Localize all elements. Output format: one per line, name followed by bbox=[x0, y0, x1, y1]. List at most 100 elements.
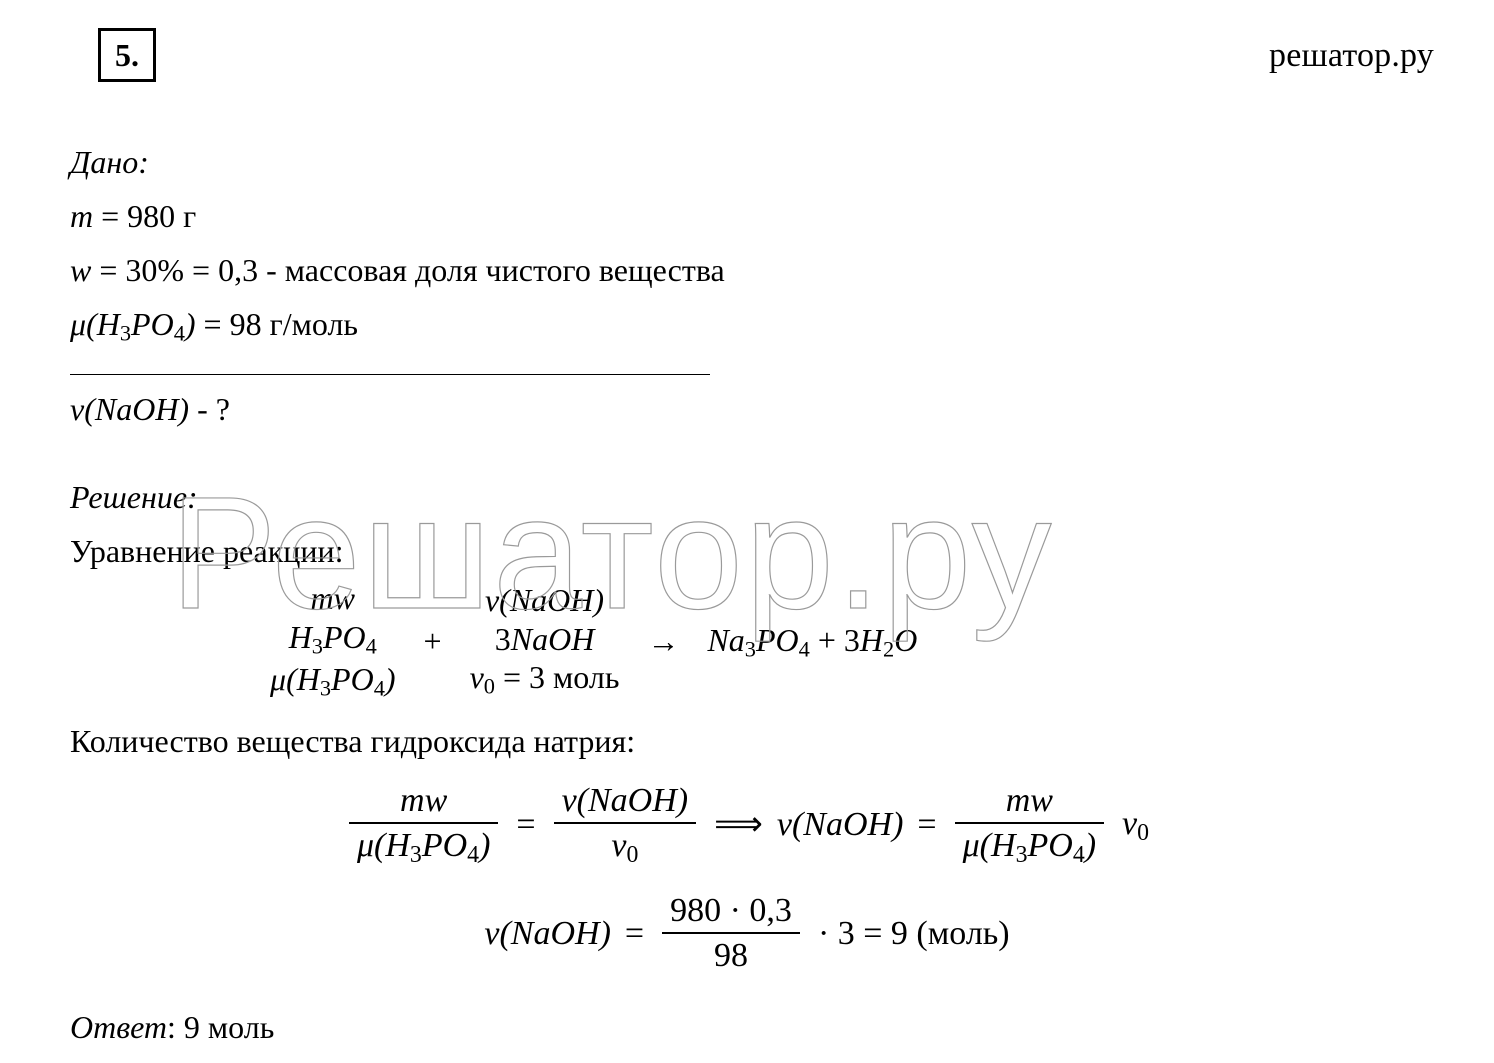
eq-sign: = bbox=[91, 252, 125, 288]
naoh: NaOH bbox=[511, 621, 595, 657]
naoh: NaOH bbox=[803, 806, 892, 843]
coef-3: 3 bbox=[495, 621, 511, 657]
nu0: ν bbox=[1122, 805, 1137, 842]
mw: mw bbox=[1006, 782, 1053, 819]
reagent-1-stack: mw H3PO4 μ(H3PO4) bbox=[270, 579, 396, 702]
nu-close: ) bbox=[593, 582, 604, 618]
H: H bbox=[991, 827, 1016, 864]
find-row: ν(NaOH) - ? bbox=[70, 385, 1424, 433]
O: O bbox=[894, 622, 917, 658]
naoh: NaOH bbox=[588, 782, 677, 819]
sub4: 4 bbox=[374, 676, 385, 701]
H: H bbox=[297, 661, 320, 697]
P: P bbox=[131, 306, 151, 342]
sub3: 3 bbox=[312, 633, 323, 658]
mu-open: μ( bbox=[270, 661, 297, 697]
answer-row: Ответ: 9 моль bbox=[70, 1003, 1424, 1051]
proportion-line: mw μ(H3PO4) = ν(NaOH) ν0 ⟹ bbox=[70, 779, 1424, 871]
nu-open: ν( bbox=[777, 806, 803, 843]
nu-open: ν( bbox=[70, 391, 95, 427]
nu-close: ) bbox=[677, 782, 688, 819]
naoh: NaOH bbox=[95, 391, 179, 427]
nu-close: ) bbox=[600, 915, 611, 952]
sub0: 0 bbox=[1137, 820, 1149, 846]
answer-label: Ответ bbox=[70, 1009, 167, 1045]
sub4: 4 bbox=[366, 633, 377, 658]
mu-open: μ( bbox=[963, 827, 991, 864]
eq-sign: = bbox=[93, 198, 127, 234]
find-q: - ? bbox=[189, 391, 230, 427]
H: H bbox=[385, 827, 410, 864]
P: P bbox=[323, 619, 343, 655]
given-mu-row: μ(H3PO4) = 98 г/моль bbox=[70, 300, 1424, 350]
reagent-2-stack: ν(NaOH) 3NaOH ν0 = 3 моль bbox=[470, 581, 620, 700]
mu-close: ) bbox=[385, 661, 396, 697]
frac-mw-over-mu-2: mw μ(H3PO4) bbox=[955, 779, 1104, 871]
eq-sign: = bbox=[516, 799, 535, 850]
sub4: 4 bbox=[467, 842, 479, 868]
horizontal-divider bbox=[70, 374, 710, 375]
naoh: NaOH bbox=[510, 582, 594, 618]
mw-label: mw bbox=[311, 580, 355, 616]
sub3: 3 bbox=[120, 321, 131, 346]
frac-numeric: 980 · 0,3 98 bbox=[662, 889, 800, 977]
frac-mw-over-mu: mw μ(H3PO4) bbox=[349, 779, 498, 871]
page-root: 5. решатор.ру Дано: m = 980 г w = 30% = … bbox=[0, 0, 1494, 1063]
eq-sign: = bbox=[184, 252, 218, 288]
denominator: 98 bbox=[706, 934, 756, 977]
problem-number-box: 5. bbox=[98, 28, 156, 82]
w-decimal: 0,3 bbox=[218, 252, 258, 288]
sub2: 2 bbox=[883, 636, 894, 661]
P: P bbox=[422, 827, 443, 864]
w-desc: - массовая доля чистого вещества bbox=[258, 252, 725, 288]
O: O bbox=[1048, 827, 1073, 864]
mu-close: ) bbox=[1085, 827, 1096, 864]
var-w: w bbox=[70, 252, 91, 288]
plus-3: + 3 bbox=[810, 622, 860, 658]
sub3: 3 bbox=[320, 676, 331, 701]
nu-close: ) bbox=[892, 806, 903, 843]
sub4: 4 bbox=[1073, 842, 1085, 868]
implies-sign: ⟹ bbox=[714, 799, 763, 850]
mw: mw bbox=[400, 782, 447, 819]
nu0-value: = 3 моль bbox=[495, 659, 619, 695]
numerator: 980 · 0,3 bbox=[662, 889, 800, 932]
O: O bbox=[343, 619, 366, 655]
reaction-equation: mw H3PO4 μ(H3PO4) + ν(NaOH) 3NaOH ν0 = 3… bbox=[270, 579, 1424, 702]
nu0-var: ν bbox=[470, 659, 484, 695]
given-mass-row: m = 980 г bbox=[70, 192, 1424, 240]
mu-open: μ( bbox=[357, 827, 385, 864]
eq-sign: = bbox=[917, 799, 936, 850]
naoh: NaOH bbox=[511, 915, 600, 952]
answer-colon: : bbox=[167, 1009, 184, 1045]
plus-sign: + bbox=[424, 617, 442, 665]
arrow-sign: → bbox=[647, 617, 679, 665]
sub3: 3 bbox=[745, 636, 756, 661]
products: Na3PO4 + 3H2O bbox=[707, 616, 917, 666]
sub3: 3 bbox=[1016, 842, 1028, 868]
sub0: 0 bbox=[626, 842, 638, 868]
sub4: 4 bbox=[799, 636, 810, 661]
tail-result: · 3 = 9 (моль) bbox=[818, 908, 1010, 959]
sub4: 4 bbox=[174, 321, 185, 346]
solution-heading: Решение: bbox=[70, 473, 1424, 521]
given-section: Дано: m = 980 г w = 30% = 0,3 - массовая… bbox=[70, 138, 1424, 433]
nu0: ν bbox=[611, 827, 626, 864]
O: O bbox=[776, 622, 799, 658]
mu-open: μ( bbox=[70, 306, 97, 342]
H: H bbox=[289, 619, 312, 655]
numeric-line: ν(NaOH) = 980 · 0,3 98 · 3 = 9 (моль) bbox=[70, 889, 1424, 977]
given-heading: Дано: bbox=[70, 138, 1424, 186]
mu-value: 98 г/моль bbox=[230, 306, 358, 342]
answer-value: 9 моль bbox=[184, 1009, 274, 1045]
sub0: 0 bbox=[484, 674, 495, 699]
nu-open: ν( bbox=[484, 915, 510, 952]
site-watermark-small: решатор.ру bbox=[1269, 30, 1434, 81]
qty-label: Количество вещества гидроксида натрия: bbox=[70, 717, 1424, 765]
var-m: m bbox=[70, 198, 93, 234]
O: O bbox=[443, 827, 468, 864]
mass-value: 980 г bbox=[127, 198, 196, 234]
nu-open: ν( bbox=[562, 782, 588, 819]
eq-sign: = bbox=[196, 306, 230, 342]
O: O bbox=[351, 661, 374, 697]
